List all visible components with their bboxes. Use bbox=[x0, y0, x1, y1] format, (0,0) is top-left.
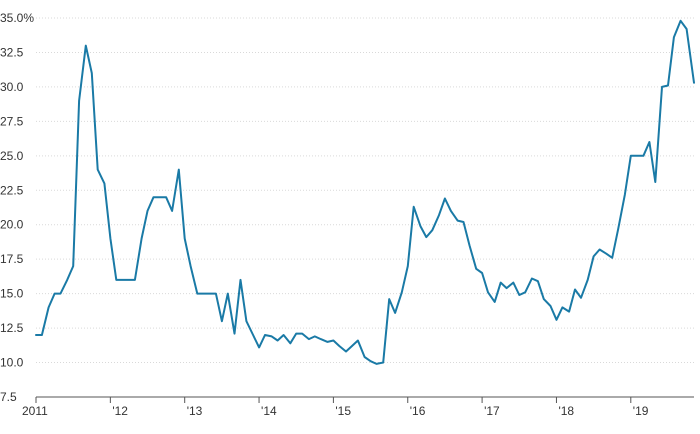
x-tick-label: '16 bbox=[410, 404, 426, 418]
x-axis-ticks: 2011 '12 '13 '14 '15 '16 '17 '18 '19 bbox=[22, 397, 649, 418]
y-tick-label: 10.0 bbox=[0, 356, 24, 370]
y-tick-label: 25.0 bbox=[0, 149, 24, 163]
y-tick-label: 32.5 bbox=[0, 45, 24, 59]
x-tick-label: '18 bbox=[558, 404, 574, 418]
series-line bbox=[35, 19, 695, 365]
y-tick-label: 30.0 bbox=[0, 80, 24, 94]
x-tick-label: '15 bbox=[335, 404, 351, 418]
y-tick-label: 20.0 bbox=[0, 218, 24, 232]
x-tick-label: 2011 bbox=[22, 404, 48, 418]
x-tick-label: '13 bbox=[187, 404, 203, 418]
series-lines bbox=[35, 19, 695, 365]
x-tick-label: '12 bbox=[112, 404, 128, 418]
y-tick-label: 27.5 bbox=[0, 114, 24, 128]
y-tick-label: 7.5 bbox=[0, 390, 17, 404]
y-tick-label: 22.5 bbox=[0, 183, 24, 197]
y-axis-tick-labels: 35.0% 32.5 30.0 27.5 25.0 22.5 20.0 17.5 15.0 12.… bbox=[0, 11, 34, 404]
x-tick-label: '19 bbox=[633, 404, 649, 418]
gridlines bbox=[36, 17, 694, 364]
y-tick-label: 15.0 bbox=[0, 287, 24, 301]
y-tick-label: 17.5 bbox=[0, 252, 24, 266]
y-tick-label: 35.0% bbox=[0, 11, 34, 25]
y-tick-label: 12.5 bbox=[0, 321, 24, 335]
x-tick-label: '17 bbox=[484, 404, 500, 418]
x-tick-label: '14 bbox=[261, 404, 277, 418]
